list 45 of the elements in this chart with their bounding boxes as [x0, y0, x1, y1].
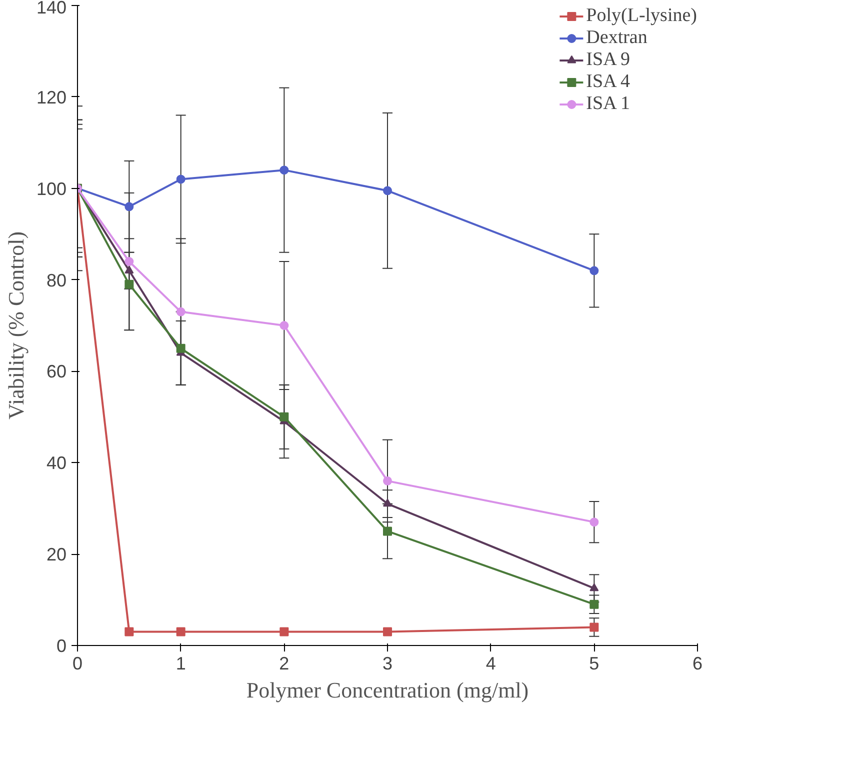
point: [176, 627, 186, 636]
legend-label: Dextran: [586, 27, 648, 49]
x-tick-label: 4: [486, 654, 496, 674]
point: [124, 202, 134, 212]
point: [383, 186, 392, 196]
point: [590, 518, 599, 527]
point: [590, 266, 599, 276]
legend-label: Poly(L-lysine): [586, 5, 697, 27]
point: [383, 526, 392, 536]
point: [280, 321, 289, 330]
point: [383, 498, 392, 507]
point: [383, 476, 392, 486]
point: [124, 257, 134, 266]
legend-label: ISA 9: [586, 49, 630, 71]
point: [590, 622, 599, 632]
x-tick-label: 5: [589, 654, 600, 674]
point: [124, 266, 134, 274]
y-tick-label: 80: [46, 270, 67, 290]
x-tick-label: 0: [72, 654, 83, 674]
x-tick-label: 3: [382, 654, 393, 674]
point: [124, 627, 134, 636]
point: [124, 280, 134, 289]
point: [176, 307, 186, 316]
point: [280, 627, 289, 636]
point: [383, 627, 392, 636]
y-tick-label: 20: [46, 544, 67, 565]
y-tick-label: 60: [46, 362, 67, 382]
y-tick-label: 120: [36, 87, 67, 108]
point: [280, 412, 289, 422]
x-tick-label: 2: [279, 654, 290, 674]
point: [176, 174, 186, 184]
y-tick-label: 140: [36, 0, 67, 18]
point: [176, 344, 186, 353]
y-tick-label: 40: [46, 453, 67, 474]
y-tick-label: 0: [56, 636, 67, 656]
point: [590, 600, 599, 609]
y-tick-label: 100: [36, 178, 67, 199]
x-axis-title: Polymer Concentration (mg/ml): [246, 678, 529, 702]
legend-label: ISA 1: [586, 93, 630, 115]
legend-label: ISA 4: [586, 71, 630, 93]
point: [280, 166, 289, 175]
x-tick-label: 1: [176, 654, 186, 674]
point: [590, 583, 599, 592]
x-tick-label: 6: [692, 654, 703, 674]
y-axis-title: Viability (% Control): [3, 231, 28, 420]
